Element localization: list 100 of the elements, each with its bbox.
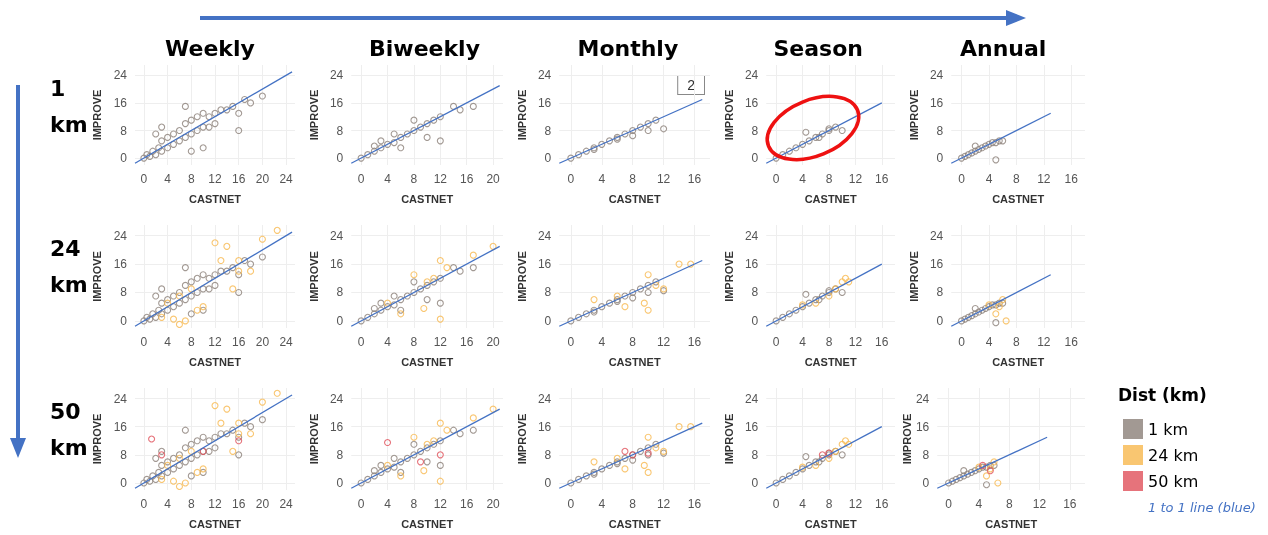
x-tick-label: 8 <box>825 335 833 349</box>
y-axis-title: IMPROVE <box>907 89 920 141</box>
y-tick-label: 16 <box>329 95 344 110</box>
y-tick-label: 8 <box>120 285 128 300</box>
x-tick-label: 20 <box>255 172 270 186</box>
x-tick-label: 16 <box>687 172 702 186</box>
x-tick-label: 0 <box>567 497 575 511</box>
x-tick-label: 0 <box>958 335 966 349</box>
x-tick-label: 0 <box>945 497 953 511</box>
y-axis-title: IMPROVE <box>91 251 104 302</box>
x-tick-label: 8 <box>629 335 637 349</box>
x-tick-label: 12 <box>208 335 222 349</box>
y-tick-label: 16 <box>113 95 128 110</box>
y-tick-label: 16 <box>744 95 759 110</box>
x-tick-label: 4 <box>164 497 172 511</box>
x-tick-label: 0 <box>357 335 365 349</box>
x-tick-label: 12 <box>433 497 448 511</box>
x-tick-label: 8 <box>1005 497 1013 511</box>
legend-title: Dist (km) <box>1118 384 1207 405</box>
x-tick-label: 4 <box>384 172 392 186</box>
y-tick-label: 24 <box>113 391 128 406</box>
x-axis-title: CASTNET <box>189 192 242 205</box>
y-tick-label: 24 <box>113 68 128 83</box>
legend-label: 24 km <box>1148 445 1199 465</box>
y-tick-label: 24 <box>329 391 344 406</box>
y-tick-label: 24 <box>537 391 552 406</box>
y-tick-label: 16 <box>915 419 930 434</box>
chart-title: Monthly <box>577 35 679 61</box>
x-tick-label: 20 <box>486 335 501 349</box>
y-tick-label: 16 <box>537 257 552 272</box>
chart-title: Annual <box>960 35 1047 61</box>
y-tick-label: 8 <box>936 123 944 138</box>
y-tick-label: 0 <box>120 475 128 490</box>
y-axis-title: IMPROVE <box>515 89 528 141</box>
x-tick-label: 0 <box>772 172 780 186</box>
chart-title: Weekly <box>165 35 255 61</box>
y-tick-label: 0 <box>751 151 759 166</box>
x-tick-label: 16 <box>232 497 246 511</box>
x-tick-label: 24 <box>279 497 294 511</box>
y-tick-label: 16 <box>329 419 344 434</box>
x-tick-label: 12 <box>1037 172 1051 186</box>
x-tick-label: 0 <box>567 172 575 186</box>
x-tick-label: 4 <box>985 335 993 349</box>
y-tick-label: 8 <box>936 285 944 300</box>
x-tick-label: 8 <box>1013 335 1021 349</box>
x-tick-label: 16 <box>687 335 702 349</box>
text: 50 km <box>50 398 89 460</box>
x-axis-title: CASTNET <box>804 355 857 368</box>
y-tick-label: 0 <box>336 313 344 328</box>
x-tick-label: 0 <box>772 335 780 349</box>
y-tick-label: 16 <box>113 257 128 272</box>
x-tick-label: 20 <box>486 172 501 186</box>
legend-label: 1 km <box>1148 419 1189 439</box>
y-axis-title: IMPROVE <box>307 89 320 141</box>
x-axis-title: CASTNET <box>804 192 857 205</box>
x-tick-label: 4 <box>799 335 807 349</box>
y-tick-label: 0 <box>936 151 944 166</box>
x-axis-title: CASTNET <box>401 517 454 530</box>
text: 24 km <box>50 235 89 297</box>
y-tick-label: 8 <box>120 123 128 138</box>
text: 1 km <box>50 75 88 137</box>
x-axis-title: CASTNET <box>189 517 242 530</box>
x-axis-title: CASTNET <box>189 355 242 368</box>
y-tick-label: 16 <box>929 95 944 110</box>
x-tick-label: 16 <box>875 172 889 186</box>
x-tick-label: 4 <box>164 335 172 349</box>
x-tick-label: 4 <box>799 497 807 511</box>
x-tick-label: 12 <box>433 172 448 186</box>
y-tick-label: 8 <box>336 447 344 462</box>
x-tick-label: 16 <box>875 335 889 349</box>
x-tick-label: 8 <box>1013 172 1021 186</box>
y-tick-label: 0 <box>336 151 344 166</box>
x-axis-title: CASTNET <box>985 517 1038 530</box>
x-tick-label: 16 <box>232 335 246 349</box>
y-tick-label: 24 <box>113 228 128 243</box>
x-tick-label: 8 <box>410 335 418 349</box>
x-tick-label: 12 <box>433 335 448 349</box>
x-tick-label: 8 <box>629 172 637 186</box>
x-tick-label: 12 <box>1037 335 1051 349</box>
x-tick-label: 16 <box>875 497 889 511</box>
x-tick-label: 16 <box>1064 335 1079 349</box>
x-tick-label: 20 <box>255 335 270 349</box>
x-tick-label: 16 <box>460 172 474 186</box>
x-axis-title: CASTNET <box>401 192 454 205</box>
x-tick-label: 20 <box>255 497 270 511</box>
x-tick-label: 8 <box>410 497 418 511</box>
x-tick-label: 8 <box>825 497 833 511</box>
y-tick-label: 16 <box>537 95 552 110</box>
y-tick-label: 0 <box>922 475 930 490</box>
y-tick-label: 16 <box>537 419 552 434</box>
y-tick-label: 0 <box>544 313 552 328</box>
x-axis-title: CASTNET <box>608 517 661 530</box>
x-tick-label: 16 <box>460 497 474 511</box>
y-tick-label: 24 <box>537 68 552 83</box>
y-axis-title: IMPROVE <box>900 413 913 465</box>
y-tick-label: 8 <box>544 123 552 138</box>
x-tick-label: 12 <box>1032 497 1047 511</box>
y-axis-title: IMPROVE <box>91 413 104 465</box>
y-tick-label: 8 <box>751 123 759 138</box>
x-tick-label: 4 <box>384 497 392 511</box>
